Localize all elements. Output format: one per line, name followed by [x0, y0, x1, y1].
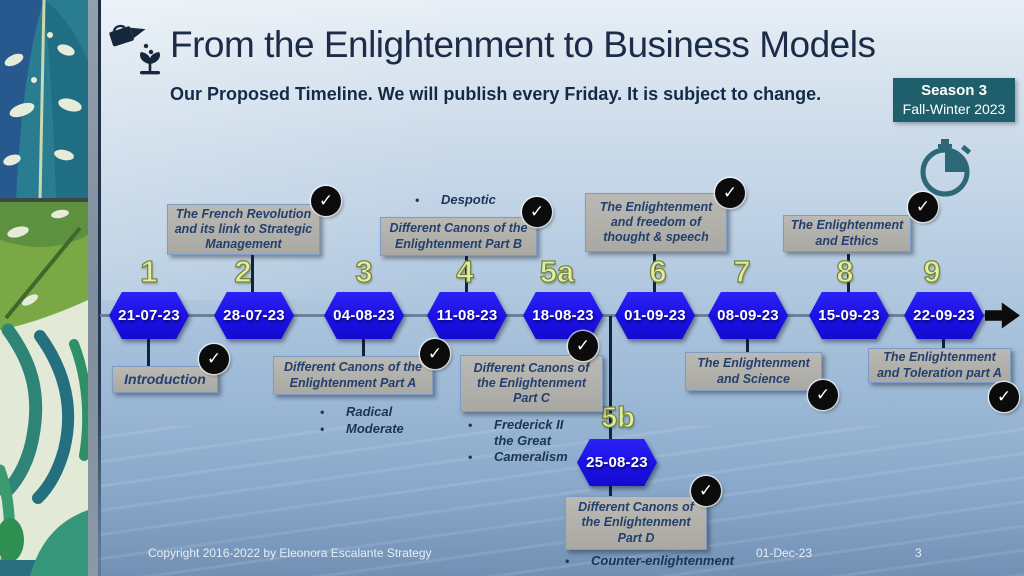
check-icon-toleration: ✓ [989, 382, 1019, 412]
label-box-toleration[interactable]: The Enlightenment and Toleration part A [868, 348, 1011, 383]
label-box-part-b[interactable]: Different Canons of the Enlightenment Pa… [380, 217, 537, 256]
bullet-icon: • [468, 450, 473, 464]
timeline-node-1[interactable]: 21-07-23 [109, 292, 189, 339]
watering-can-icon [109, 24, 160, 75]
date-label: 22-09-23 [913, 307, 975, 324]
connector-9-toleration [942, 339, 945, 350]
check-icon-part-d: ✓ [691, 476, 721, 506]
check-icon-french-revolution: ✓ [311, 186, 341, 216]
season-badge: Season 3 Fall-Winter 2023 [893, 78, 1015, 122]
vertical-divider-line [98, 0, 101, 576]
season-badge-line2: Fall-Winter 2023 [902, 100, 1006, 117]
connector-branch-5b-upper [609, 316, 612, 440]
page-title: From the Enlightenment to Business Model… [170, 24, 876, 65]
bullet-text: Cameralism [494, 449, 568, 464]
timeline-node-2[interactable]: 28-07-23 [214, 292, 294, 339]
step-number-1: 1 [140, 253, 159, 289]
step-number-6: 6 [649, 253, 668, 289]
step-number-5a: 5a [539, 253, 575, 289]
connector-2-french-revolution [251, 255, 254, 293]
footer-copyright: Copyright 2016-2022 by Eleonora Escalant… [148, 546, 432, 560]
monstera-leaf-painting [0, 0, 93, 576]
step-number-9: 9 [923, 253, 942, 289]
timeline-node-5a[interactable]: 18-08-23 [523, 292, 603, 339]
step-number-5b: 5b [600, 401, 635, 434]
check-icon-part-b: ✓ [522, 197, 552, 227]
check-icon-part-a: ✓ [420, 339, 450, 369]
forward-arrow-icon[interactable] [985, 302, 1020, 329]
step-number-8: 8 [836, 253, 855, 289]
bullet-moderate: • Moderate [320, 421, 404, 437]
label-box-freedom[interactable]: The Enlightenment and freedom of thought… [585, 193, 727, 252]
bullet-radical: • Radical [320, 404, 392, 420]
bullet-text: Radical [346, 404, 393, 419]
leaf-strip-border [88, 0, 98, 576]
timeline-node-3[interactable]: 04-08-23 [324, 292, 404, 339]
date-label: 21-07-23 [118, 307, 180, 324]
bullet-icon: • [565, 554, 570, 568]
footer-page-number: 3 [915, 546, 922, 560]
connector-6-freedom [653, 254, 656, 293]
label-box-part-c[interactable]: Different Canons of the Enlightenment Pa… [460, 355, 603, 412]
timeline-node-5b[interactable]: 25-08-23 [577, 439, 657, 486]
date-label: 15-09-23 [818, 307, 880, 324]
step-number-4: 4 [456, 253, 475, 289]
bullet-icon: • [415, 193, 420, 207]
page-subtitle: Our Proposed Timeline. We will publish e… [170, 84, 822, 104]
timeline-node-7[interactable]: 08-09-23 [708, 292, 788, 339]
date-label: 01-09-23 [624, 307, 686, 324]
timeline-node-6[interactable]: 01-09-23 [615, 292, 695, 339]
step-number-7: 7 [733, 253, 752, 289]
check-icon-freedom: ✓ [715, 178, 745, 208]
bullet-icon: • [320, 405, 325, 419]
bullet-cameralism: • Cameralism [468, 449, 568, 465]
connector-7-science [746, 339, 749, 353]
date-label: 25-08-23 [586, 454, 648, 471]
season-badge-line1: Season 3 [921, 82, 987, 100]
date-label: 11-08-23 [436, 307, 498, 324]
check-icon-ethics: ✓ [908, 192, 938, 222]
bullet-despotic: • Despotic [415, 192, 496, 208]
step-number-3: 3 [355, 253, 374, 289]
bullet-icon: • [468, 418, 473, 432]
stopwatch-icon [920, 139, 972, 197]
step-number-2: 2 [234, 253, 253, 289]
date-label: 28-07-23 [223, 307, 285, 324]
bullet-counter-enlightenment: • Counter-enlightenment [565, 553, 734, 569]
label-box-part-d[interactable]: Different Canons of the Enlightenment Pa… [565, 496, 707, 550]
bullet-text: Counter-enlightenment [591, 553, 734, 568]
bullet-text: Despotic [441, 192, 496, 207]
connector-8-ethics [847, 254, 850, 293]
timeline-node-4[interactable]: 11-08-23 [427, 292, 507, 339]
connector-3-part-a [362, 339, 365, 357]
date-label: 08-09-23 [717, 307, 779, 324]
bullet-text: Frederick II the Great [494, 417, 564, 448]
bullet-frederick: • Frederick II the Great [468, 417, 584, 448]
label-box-introduction[interactable]: Introduction [112, 366, 218, 393]
connector-branch-5b-lower [609, 485, 612, 498]
footer-date: 01-Dec-23 [756, 546, 813, 560]
label-box-ethics[interactable]: The Enlightenment and Ethics [783, 215, 911, 252]
label-box-part-a[interactable]: Different Canons of the Enlightenment Pa… [273, 356, 433, 395]
date-label: 04-08-23 [333, 307, 395, 324]
label-box-science[interactable]: The Enlightenment and Science [685, 352, 822, 391]
check-icon-science: ✓ [808, 380, 838, 410]
connector-1-introduction [147, 339, 150, 367]
bullet-text: Moderate [346, 421, 404, 436]
bullet-icon: • [320, 422, 325, 436]
timeline-node-8[interactable]: 15-09-23 [809, 292, 889, 339]
timeline-node-9[interactable]: 22-09-23 [904, 292, 984, 339]
leaf-artwork [0, 0, 93, 576]
check-icon-introduction: ✓ [199, 344, 229, 374]
connector-4-part-b [465, 256, 468, 293]
date-label: 18-08-23 [532, 307, 594, 324]
label-box-french-revolution[interactable]: The French Revolution and its link to St… [167, 204, 320, 255]
check-icon-part-c: ✓ [568, 331, 598, 361]
